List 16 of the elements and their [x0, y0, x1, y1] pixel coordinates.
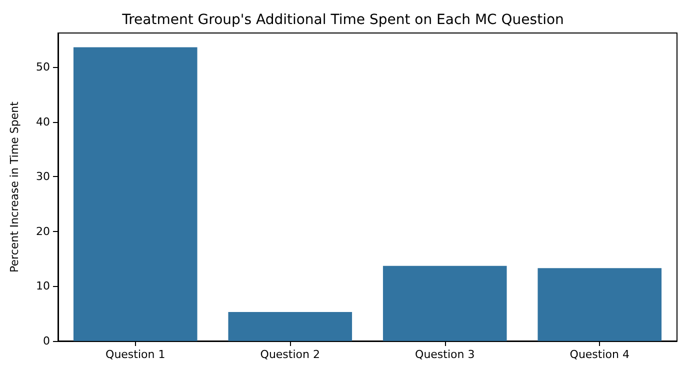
x-tick-label: Question 4 [570, 348, 630, 361]
y-tick-label: 50 [36, 60, 50, 74]
y-axis-title: Percent Increase in Time Spent [8, 100, 21, 272]
y-tick-label: 20 [36, 224, 50, 238]
y-tick-label: 10 [36, 280, 50, 293]
y-tick-label: 30 [36, 170, 50, 184]
bar [73, 47, 198, 341]
x-tick-label: Question 3 [415, 348, 475, 361]
y-tick-label: 0 [43, 334, 50, 348]
bar [228, 312, 352, 341]
x-tick-label: Question 1 [106, 348, 166, 361]
y-tick-label: 40 [36, 115, 50, 128]
bar [382, 266, 507, 341]
x-tick-label: Question 2 [260, 348, 320, 361]
bar [538, 268, 662, 341]
chart-title: Treatment Group's Additional Time Spent on Each MC Question [121, 12, 564, 28]
